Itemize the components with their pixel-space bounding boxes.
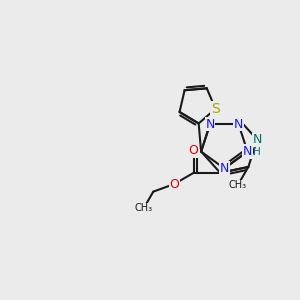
Text: S: S (211, 102, 220, 116)
Text: N: N (205, 118, 215, 131)
Text: N: N (243, 145, 252, 158)
Text: N: N (253, 133, 262, 146)
Text: O: O (189, 144, 199, 157)
Text: CH₃: CH₃ (229, 181, 247, 190)
Text: N: N (220, 162, 229, 175)
Text: CH₃: CH₃ (135, 203, 153, 213)
Text: N: N (234, 118, 243, 131)
Text: H: H (253, 147, 261, 157)
Text: O: O (169, 178, 179, 190)
